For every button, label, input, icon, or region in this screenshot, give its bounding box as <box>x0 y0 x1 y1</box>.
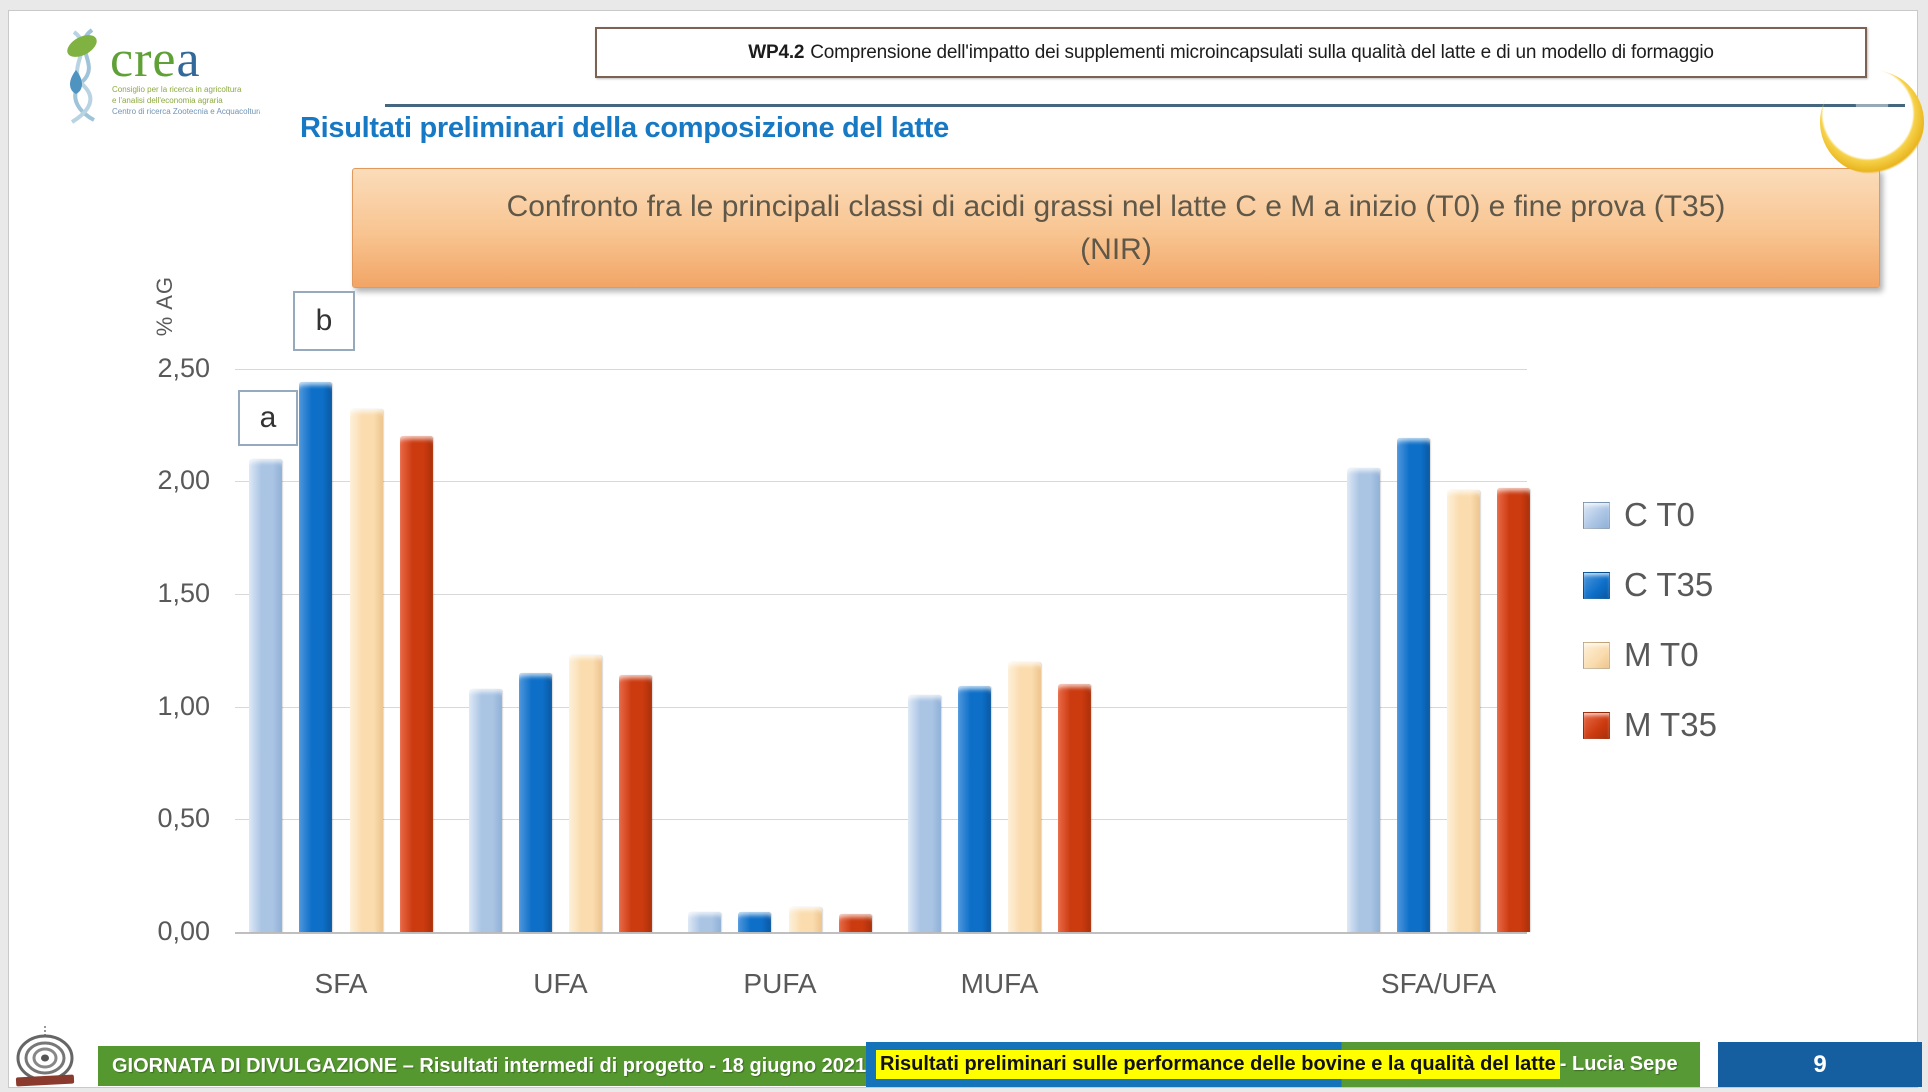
wp-label: WP4.2 <box>748 41 805 63</box>
bar <box>349 409 383 932</box>
bar <box>1447 490 1481 932</box>
bar <box>738 911 772 932</box>
y-tick-label: 0,00 <box>157 916 210 946</box>
crea-helix-icon <box>67 28 97 124</box>
legend-label: M T35 <box>1624 706 1717 743</box>
header-underline <box>385 104 1905 107</box>
bar <box>1497 487 1531 932</box>
legend-swatch <box>1583 501 1610 529</box>
legend-swatch <box>1583 711 1610 739</box>
x-category-label: MUFA <box>960 968 1039 999</box>
svg-text:crea: crea <box>110 31 201 88</box>
legend-swatch <box>1583 571 1610 599</box>
legend-entry: M T35 <box>1583 706 1717 744</box>
footer-event-bar: GIORNATA DI DIVULGAZIONE – Risultati int… <box>98 1046 866 1086</box>
gridline <box>235 593 1527 595</box>
milk-ring-icon <box>1820 70 1924 174</box>
wp-text: Comprensione dell'impatto dei supplement… <box>810 41 1714 63</box>
crea-subline-2: e l'analisi dell'economia agraria <box>112 96 223 105</box>
gold-ring-icon <box>1820 70 1924 174</box>
y-tick-label: 1,50 <box>157 577 210 608</box>
chart-title-banner: Confronto fra le principali classi di ac… <box>352 168 1880 288</box>
bar <box>249 458 283 932</box>
bar <box>907 695 941 932</box>
gridline <box>235 706 1527 708</box>
footer-talk-bar: Risultati preliminari sulle performance … <box>866 1042 1700 1087</box>
banner-line-1: Confronto fra le principali classi di ac… <box>506 189 1726 223</box>
y-axis-title: % AG <box>152 276 177 337</box>
legend-entry: M T0 <box>1583 636 1699 674</box>
y-tick-label: 1,00 <box>157 690 210 721</box>
x-category-label: SFA/UFA <box>1380 968 1497 999</box>
gridline <box>235 368 1527 370</box>
bar <box>788 907 822 932</box>
bar <box>1008 661 1042 932</box>
bar <box>518 672 552 932</box>
page-title: Risultati preliminari della composizione… <box>300 112 949 144</box>
bar <box>468 688 502 932</box>
crea-wordmark-blue: a <box>176 31 200 88</box>
gridline <box>235 819 1527 821</box>
crea-subline-1: Consiglio per la ricerca in agricoltura <box>112 85 242 94</box>
y-tick-label: 0,50 <box>157 803 210 834</box>
annotation-a: a <box>238 390 298 446</box>
legend-swatch <box>1583 641 1610 669</box>
bar <box>1058 684 1092 932</box>
gridline <box>235 481 1527 483</box>
x-category-label: SFA <box>314 968 368 999</box>
legend-entry: C T35 <box>1583 566 1713 604</box>
crea-logo: crea Consiglio per la ricerca in agricol… <box>67 28 260 124</box>
bar <box>299 382 333 932</box>
annotation-b: b <box>293 291 355 351</box>
y-tick-label: 2,50 <box>157 352 210 383</box>
footer-talk-highlight: Risultati preliminari sulle performance … <box>876 1050 1560 1079</box>
x-category-label: UFA <box>533 968 588 999</box>
leaf-icon <box>67 35 97 57</box>
x-axis-line <box>235 932 1527 934</box>
legend-label: M T0 <box>1624 636 1699 673</box>
legend-label: C T35 <box>1624 566 1714 603</box>
banner-line-2: (NIR) <box>1080 233 1152 266</box>
bar <box>619 675 653 932</box>
crea-subline-3: Centro di ricerca Zootecnia e Acquacoltu… <box>112 107 260 116</box>
bar <box>569 654 603 932</box>
bar <box>1396 438 1430 932</box>
legend-entry: C T0 <box>1583 496 1695 534</box>
footer-talk-suffix: - Lucia Sepe <box>1559 1053 1678 1075</box>
legend-label: C T0 <box>1624 496 1695 533</box>
wp-header-box: WP4.2 Comprensione dell'impatto dei supp… <box>595 27 1867 78</box>
bar <box>838 913 872 932</box>
bar <box>399 436 433 932</box>
footer-project-logo <box>15 1026 75 1087</box>
bar <box>1346 467 1380 932</box>
y-tick-label: 2,00 <box>157 465 210 496</box>
bar <box>688 911 722 932</box>
drop-icon <box>70 70 82 94</box>
x-category-label: PUFA <box>743 968 817 999</box>
crea-wordmark-green: cre <box>110 31 176 88</box>
footer-page-badge: 9 <box>1718 1042 1922 1087</box>
bar <box>957 686 991 932</box>
